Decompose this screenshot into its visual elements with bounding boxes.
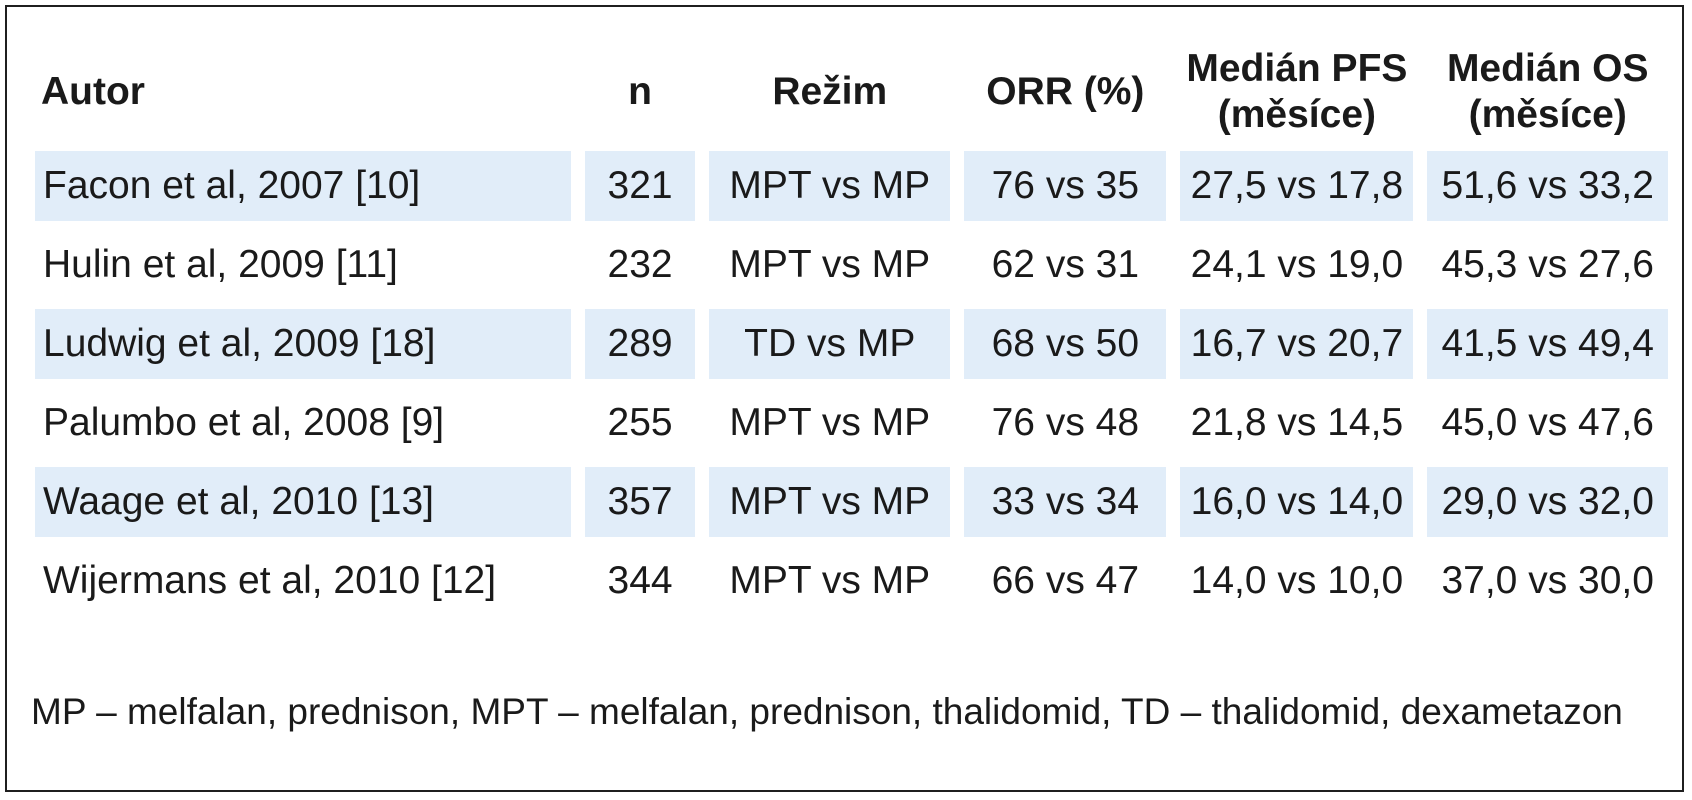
cell-n: 357 bbox=[584, 467, 696, 537]
table-footnote: MP – melfalan, prednison, MPT – melfalan… bbox=[31, 691, 1623, 732]
cell-orr: 66 vs 47 bbox=[991, 559, 1140, 602]
table-row: Waage et al, 2010 [13] 357 MPT vs MP 33 … bbox=[35, 467, 1668, 537]
cell-rezim: MPT vs MP bbox=[729, 401, 931, 444]
cell-pfs: 27,5 vs 17,8 bbox=[1180, 151, 1414, 221]
cell-os: 51,6 vs 33,2 bbox=[1427, 151, 1668, 221]
cell-pfs: 16,0 vs 14,0 bbox=[1180, 467, 1414, 537]
cell-os: 37,0 vs 30,0 bbox=[1441, 559, 1654, 602]
cell-autor: Facon et al, 2007 [10] bbox=[35, 151, 571, 221]
header-pfs-line2: (měsíce) bbox=[1217, 93, 1377, 136]
cell-rezim: MPT vs MP bbox=[709, 151, 951, 221]
cell-rezim: MPT vs MP bbox=[709, 467, 951, 537]
cell-autor: Hulin et al, 2009 [11] bbox=[43, 243, 398, 286]
cell-orr: 62 vs 31 bbox=[991, 243, 1140, 286]
cell-n: 344 bbox=[607, 559, 673, 602]
cell-os: 29,0 vs 32,0 bbox=[1427, 467, 1668, 537]
cell-rezim: MPT vs MP bbox=[729, 559, 931, 602]
cell-os: 45,3 vs 27,6 bbox=[1441, 243, 1654, 286]
cell-autor: Palumbo et al, 2008 [9] bbox=[43, 401, 445, 444]
table-row: Wijermans et al, 2010 [12] 344 MPT vs MP… bbox=[35, 546, 1668, 616]
table-frame: Autor n Režim ORR (%) Medián PFS (měsíce… bbox=[5, 5, 1684, 792]
header-rezim: Režim bbox=[772, 70, 888, 113]
cell-n: 232 bbox=[607, 243, 673, 286]
cell-orr: 76 vs 35 bbox=[964, 151, 1167, 221]
header-median-pfs: Medián PFS (měsíce) bbox=[1180, 42, 1413, 142]
table-row: Facon et al, 2007 [10] 321 MPT vs MP 76 … bbox=[35, 151, 1668, 221]
cell-os: 41,5 vs 49,4 bbox=[1427, 309, 1668, 379]
results-table: Autor n Režim ORR (%) Medián PFS (měsíce… bbox=[21, 33, 1682, 625]
header-pfs-line1: Medián PFS bbox=[1186, 47, 1408, 90]
cell-n: 321 bbox=[584, 151, 696, 221]
cell-pfs: 14,0 vs 10,0 bbox=[1190, 559, 1404, 602]
cell-os: 45,0 vs 47,6 bbox=[1441, 401, 1654, 444]
cell-n: 255 bbox=[607, 401, 673, 444]
cell-orr: 68 vs 50 bbox=[964, 309, 1167, 379]
header-row: Autor n Režim ORR (%) Medián PFS (měsíce… bbox=[35, 42, 1668, 142]
cell-autor: Wijermans et al, 2010 [12] bbox=[43, 559, 497, 602]
cell-rezim: MPT vs MP bbox=[729, 243, 931, 286]
table-row: Ludwig et al, 2009 [18] 289 TD vs MP 68 … bbox=[35, 309, 1668, 379]
header-os-line2: (měsíce) bbox=[1468, 93, 1627, 136]
cell-pfs: 16,7 vs 20,7 bbox=[1180, 309, 1414, 379]
header-os-line1: Medián OS bbox=[1446, 47, 1649, 90]
cell-autor: Waage et al, 2010 [13] bbox=[35, 467, 571, 537]
table-row: Hulin et al, 2009 [11] 232 MPT vs MP 62 … bbox=[35, 230, 1668, 300]
header-median-os: Medián OS (měsíce) bbox=[1427, 42, 1668, 142]
cell-pfs: 21,8 vs 14,5 bbox=[1190, 401, 1404, 444]
cell-pfs: 24,1 vs 19,0 bbox=[1190, 243, 1404, 286]
cell-orr: 33 vs 34 bbox=[964, 467, 1167, 537]
cell-rezim: TD vs MP bbox=[709, 309, 951, 379]
header-orr: ORR (%) bbox=[986, 70, 1145, 113]
table-row: Palumbo et al, 2008 [9] 255 MPT vs MP 76… bbox=[35, 388, 1668, 458]
header-n: n bbox=[628, 70, 652, 113]
cell-n: 289 bbox=[584, 309, 696, 379]
header-autor: Autor bbox=[41, 70, 145, 113]
cell-autor: Ludwig et al, 2009 [18] bbox=[35, 309, 571, 379]
cell-orr: 76 vs 48 bbox=[991, 401, 1140, 444]
